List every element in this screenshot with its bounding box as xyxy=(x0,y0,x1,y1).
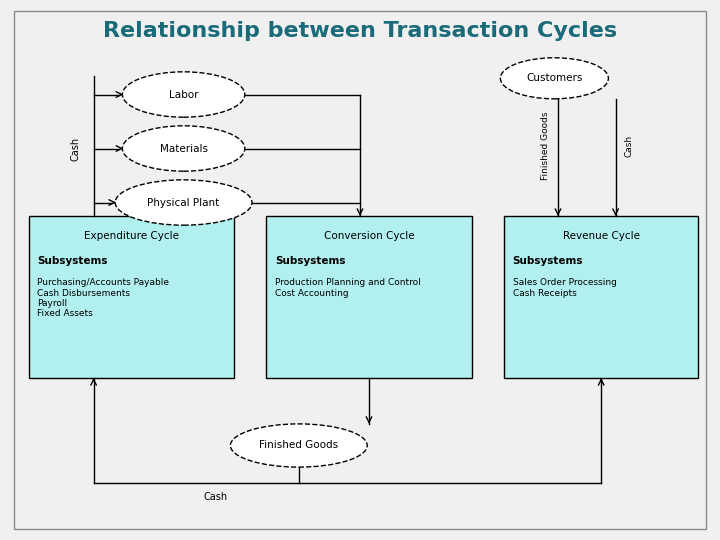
Text: Production Planning and Control
Cost Accounting: Production Planning and Control Cost Acc… xyxy=(275,278,420,298)
Text: Expenditure Cycle: Expenditure Cycle xyxy=(84,231,179,241)
Ellipse shape xyxy=(122,72,245,117)
Text: Labor: Labor xyxy=(169,90,198,99)
Ellipse shape xyxy=(500,58,608,99)
Text: Finished Goods: Finished Goods xyxy=(259,441,338,450)
Text: Relationship between Transaction Cycles: Relationship between Transaction Cycles xyxy=(103,21,617,42)
Text: Sales Order Processing
Cash Receipts: Sales Order Processing Cash Receipts xyxy=(513,278,616,298)
Ellipse shape xyxy=(115,180,252,225)
Bar xyxy=(29,216,234,378)
Bar xyxy=(266,216,472,378)
Bar xyxy=(504,216,698,378)
Text: Cash: Cash xyxy=(71,137,81,160)
Ellipse shape xyxy=(122,126,245,171)
Text: Purchasing/Accounts Payable
Cash Disbursements
Payroll
Fixed Assets: Purchasing/Accounts Payable Cash Disburs… xyxy=(37,278,169,318)
Text: Cash: Cash xyxy=(204,492,228,502)
Text: Cash: Cash xyxy=(624,135,633,157)
Text: Subsystems: Subsystems xyxy=(513,256,583,267)
Text: Revenue Cycle: Revenue Cycle xyxy=(563,231,639,241)
Text: Customers: Customers xyxy=(526,73,582,83)
Ellipse shape xyxy=(230,424,367,467)
Text: Materials: Materials xyxy=(160,144,207,153)
Text: Subsystems: Subsystems xyxy=(37,256,108,267)
Text: Finished Goods: Finished Goods xyxy=(541,112,549,180)
Text: Conversion Cycle: Conversion Cycle xyxy=(324,231,414,241)
Text: Physical Plant: Physical Plant xyxy=(148,198,220,207)
Text: Subsystems: Subsystems xyxy=(275,256,346,267)
